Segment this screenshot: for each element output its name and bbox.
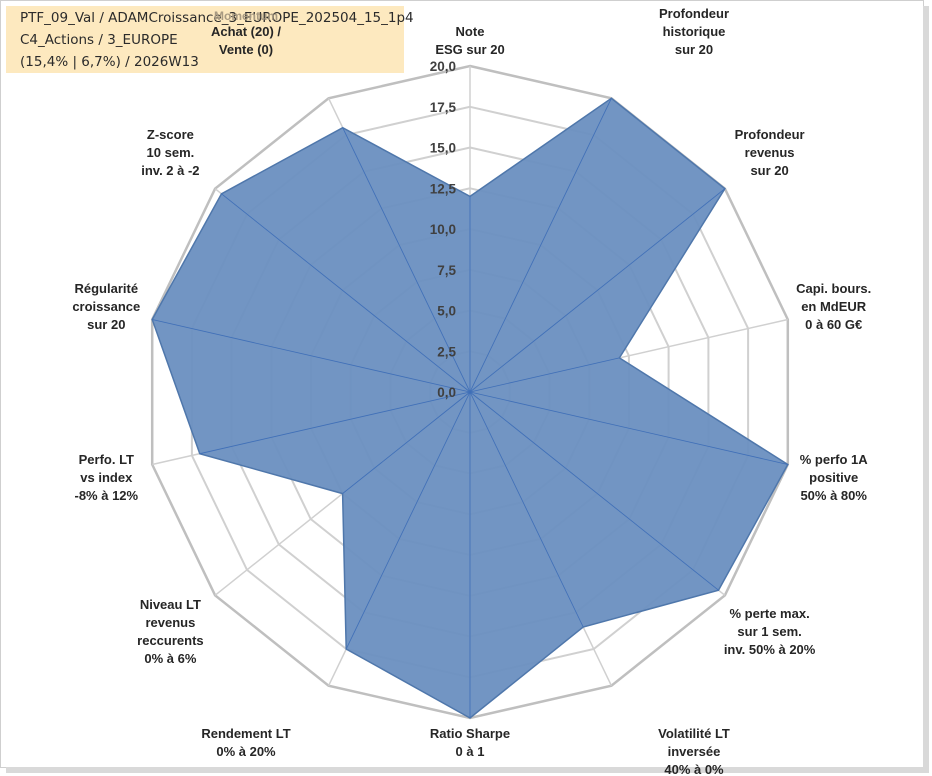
tick-label: 12,5 (430, 181, 457, 196)
data-spoke-11 (152, 319, 471, 393)
tick-label: 5,0 (437, 304, 456, 319)
data-spoke-6 (469, 391, 584, 628)
data-spoke-4 (469, 391, 788, 465)
axis-label-3: Capi. bours. en MdEUR 0 à 60 G€ (796, 281, 871, 332)
tick-label: 20,0 (430, 59, 456, 74)
tick-label: 15,0 (430, 141, 456, 156)
data-spoke-3 (469, 357, 620, 393)
axis-label-1: Profondeur historique sur 20 (659, 6, 729, 57)
axis-label-2: Profondeur revenus sur 20 (735, 127, 805, 178)
momentum-label: Momentum (214, 9, 278, 23)
tick-label: 2,5 (437, 344, 456, 359)
tick-label: 17,5 (430, 100, 457, 115)
axis-label-0: Note ESG sur 20 (435, 24, 504, 57)
axis-label-5: % perte max. sur 1 sem. inv. 50% à 20% (724, 606, 816, 657)
header-line-stats: (15,4% | 6,7%) / 2026W13 (20, 54, 199, 70)
data-spoke-10 (199, 391, 471, 455)
data-spoke-2 (469, 188, 726, 393)
data-spoke-5 (469, 391, 719, 591)
axis-label-10: Perfo. LT vs index -8% à 12% (75, 452, 139, 503)
axis-label-8: Rendement LT 0% à 20% (201, 726, 290, 759)
axis-label-12: Z-score 10 sem. inv. 2 à -2 (141, 127, 199, 178)
axis-label-13: Achat (20) / Vente (0) (211, 24, 281, 57)
data-spoke-12 (221, 193, 471, 393)
data-spoke-9 (342, 391, 471, 494)
axis-label-6: Volatilité LT inversée 40% à 0% (658, 726, 730, 776)
axis-label-9: Niveau LT revenus reccurents 0% à 6% (137, 597, 203, 666)
header-line-category: C4_Actions / 3_EUROPE (20, 32, 178, 48)
tick-label: 10,0 (430, 222, 456, 237)
frame-shadow-right (923, 6, 929, 771)
data-spoke-1 (469, 98, 612, 393)
frame-shadow-bottom (6, 767, 929, 773)
portfolio-header: PTF_09_Val / ADAMCroissance_3_EUROPE_202… (6, 6, 414, 73)
axis-label-4: % perfo 1A positive 50% à 80% (800, 452, 869, 503)
axis-label-7: Ratio Sharpe 0 à 1 (430, 726, 510, 759)
axis-label-11: Régularité croissance sur 20 (72, 281, 140, 332)
tick-label: 0,0 (437, 385, 456, 400)
data-spoke-13 (342, 127, 471, 393)
tick-label: 7,5 (437, 263, 456, 278)
data-spoke-8 (345, 391, 471, 650)
header-line-portfolio: PTF_09_Val / ADAMCroissance_3_EUROPE_202… (20, 10, 414, 26)
